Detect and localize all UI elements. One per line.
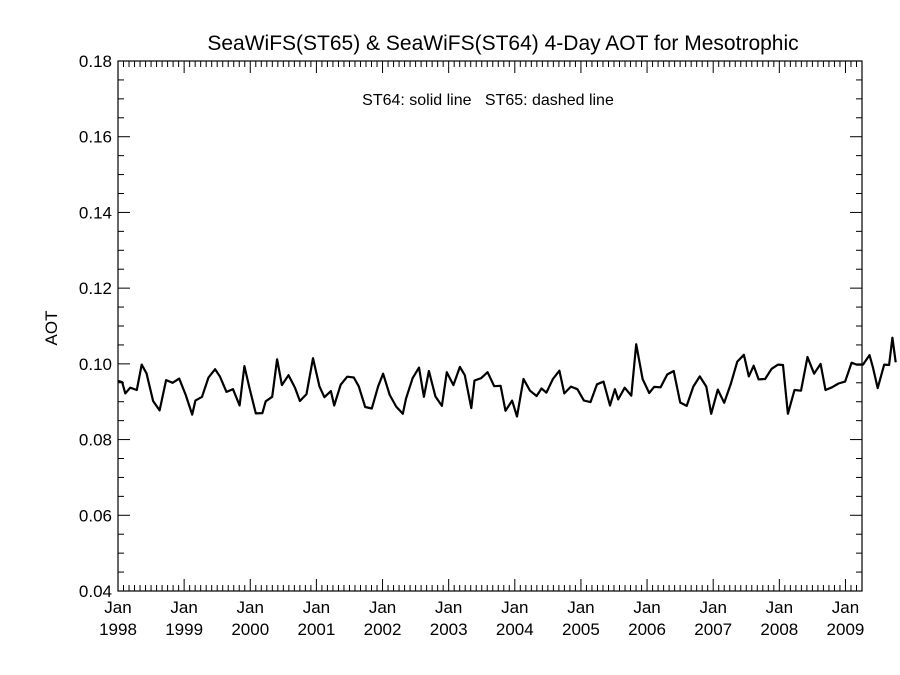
x-tick-month: Jan: [435, 598, 462, 617]
x-tick-year: 1998: [99, 620, 137, 639]
y-tick-label: 0.08: [79, 431, 112, 450]
x-tick-month: Jan: [501, 598, 528, 617]
y-tick-label: 0.18: [79, 52, 112, 71]
x-tick-month: Jan: [237, 598, 264, 617]
x-tick-year: 1999: [165, 620, 203, 639]
x-tick-month: Jan: [699, 598, 726, 617]
x-tick-year: 2001: [297, 620, 335, 639]
plot-frame: [117, 60, 863, 592]
x-tick-year: 2007: [694, 620, 732, 639]
y-tick-label: 0.12: [79, 279, 112, 298]
x-tick-month: Jan: [766, 598, 793, 617]
x-tick-month: Jan: [303, 598, 330, 617]
x-tick-month: Jan: [369, 598, 396, 617]
y-axis-label: AOT: [42, 311, 61, 346]
x-tick-month: Jan: [170, 598, 197, 617]
y-tick-label: 0.10: [79, 355, 112, 374]
series-line-st64: [117, 336, 897, 418]
x-tick-year: 2002: [364, 620, 402, 639]
series-legend-note: ST64: solid line ST65: dashed line: [362, 92, 614, 109]
series-group: [117, 336, 897, 418]
x-tick-month: Jan: [104, 598, 131, 617]
x-tick-month: Jan: [567, 598, 594, 617]
x-tick-year: 2005: [562, 620, 600, 639]
x-axis: Jan 1998 Jan 1999 Jan 2000 Jan 2001 Jan 2002 Jan 20…: [99, 61, 864, 639]
x-tick-year: 2008: [760, 620, 798, 639]
x-tick-year: 2006: [628, 620, 666, 639]
y-tick-label: 0.14: [79, 203, 112, 222]
y-tick-label: 0.04: [79, 582, 112, 601]
x-tick-year: 2004: [496, 620, 534, 639]
x-tick-year: 2009: [827, 620, 865, 639]
y-tick-label: 0.06: [79, 506, 112, 525]
x-tick-month: Jan: [633, 598, 660, 617]
chart-title: SeaWiFS(ST65) & SeaWiFS(ST64) 4-Day AOT …: [207, 32, 798, 55]
x-tick-year: 2000: [231, 620, 269, 639]
x-tick-month: Jan: [832, 598, 859, 617]
x-tick-year: 2003: [430, 620, 468, 639]
y-tick-label: 0.16: [79, 128, 112, 147]
y-axis: 0.04 0.06 0.08 0.10 0.12 0.14 0.16 0.18: [79, 52, 862, 601]
